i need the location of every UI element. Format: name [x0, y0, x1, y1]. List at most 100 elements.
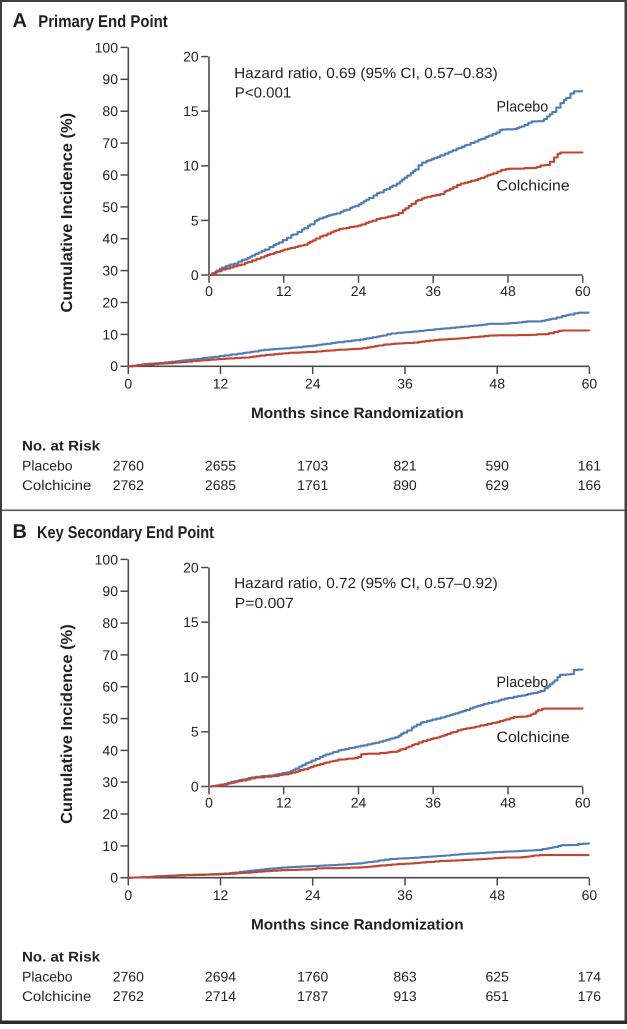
svg-text:15: 15 [183, 103, 199, 119]
svg-text:2762: 2762 [113, 477, 144, 493]
svg-text:Placebo: Placebo [497, 674, 549, 691]
svg-text:2762: 2762 [113, 988, 144, 1004]
svg-text:20: 20 [183, 559, 199, 575]
svg-text:15: 15 [183, 614, 199, 630]
svg-text:Colchicine: Colchicine [497, 729, 570, 746]
svg-text:10: 10 [183, 158, 199, 174]
svg-text:30: 30 [102, 774, 118, 790]
svg-text:0: 0 [191, 778, 199, 794]
svg-text:36: 36 [425, 795, 441, 811]
svg-text:24: 24 [351, 795, 367, 811]
svg-text:60: 60 [582, 376, 598, 392]
svg-text:30: 30 [102, 263, 118, 279]
svg-text:P<0.001: P<0.001 [235, 86, 291, 102]
svg-text:0: 0 [110, 870, 118, 886]
svg-text:12: 12 [276, 283, 292, 299]
svg-text:174: 174 [578, 969, 602, 985]
svg-text:48: 48 [500, 795, 516, 811]
svg-text:48: 48 [489, 376, 505, 392]
svg-text:0: 0 [124, 376, 132, 392]
svg-text:2685: 2685 [205, 477, 236, 493]
svg-text:1760: 1760 [297, 969, 328, 985]
svg-text:Cumulative Incidence (%): Cumulative Incidence (%) [59, 113, 76, 313]
svg-text:5: 5 [191, 724, 199, 740]
svg-text:90: 90 [102, 583, 118, 599]
svg-text:40: 40 [102, 742, 118, 758]
svg-text:Placebo: Placebo [22, 969, 73, 985]
svg-text:Colchicine: Colchicine [22, 988, 92, 1004]
svg-text:12: 12 [276, 795, 292, 811]
svg-text:176: 176 [578, 988, 602, 1004]
svg-text:166: 166 [578, 477, 602, 493]
svg-text:12: 12 [213, 376, 229, 392]
svg-text:161: 161 [578, 458, 602, 474]
svg-text:50: 50 [102, 711, 118, 727]
svg-text:863: 863 [393, 969, 417, 985]
svg-text:821: 821 [393, 458, 417, 474]
svg-text:60: 60 [102, 167, 118, 183]
svg-text:80: 80 [102, 615, 118, 631]
svg-text:48: 48 [489, 887, 505, 903]
svg-text:2760: 2760 [113, 458, 144, 474]
svg-text:0: 0 [124, 887, 132, 903]
svg-text:100: 100 [95, 551, 119, 567]
svg-text:913: 913 [393, 988, 417, 1004]
svg-text:10: 10 [183, 669, 199, 685]
svg-text:20: 20 [102, 294, 118, 310]
svg-text:70: 70 [102, 135, 118, 151]
svg-text:60: 60 [102, 679, 118, 695]
svg-text:Key Secondary End Point: Key Secondary End Point [37, 523, 214, 542]
svg-text:48: 48 [500, 283, 516, 299]
svg-text:24: 24 [305, 887, 321, 903]
svg-text:40: 40 [102, 231, 118, 247]
svg-text:651: 651 [486, 988, 510, 1004]
svg-text:Hazard ratio, 0.69 (95% CI, 0.: Hazard ratio, 0.69 (95% CI, 0.57–0.83) [234, 66, 498, 82]
svg-text:Primary End Point: Primary End Point [38, 12, 168, 31]
svg-text:60: 60 [575, 283, 591, 299]
svg-text:36: 36 [397, 376, 413, 392]
svg-text:0: 0 [110, 358, 118, 374]
svg-text:1761: 1761 [297, 477, 328, 493]
svg-text:1703: 1703 [297, 458, 328, 474]
svg-text:50: 50 [102, 199, 118, 215]
svg-text:890: 890 [393, 477, 417, 493]
svg-text:No. at Risk: No. at Risk [22, 437, 100, 453]
svg-text:B: B [13, 521, 27, 543]
svg-text:Months since Randomization: Months since Randomization [251, 405, 464, 422]
svg-text:90: 90 [102, 71, 118, 87]
svg-text:100: 100 [95, 39, 119, 55]
svg-text:2694: 2694 [205, 969, 236, 985]
svg-text:60: 60 [575, 795, 591, 811]
svg-text:590: 590 [486, 458, 510, 474]
svg-text:A: A [13, 10, 27, 32]
svg-text:Months since Randomization: Months since Randomization [251, 916, 464, 933]
svg-text:Hazard ratio, 0.72 (95% CI, 0.: Hazard ratio, 0.72 (95% CI, 0.57–0.92) [234, 576, 498, 592]
svg-text:2655: 2655 [205, 458, 236, 474]
svg-text:24: 24 [351, 283, 367, 299]
svg-text:Colchicine: Colchicine [22, 477, 92, 493]
svg-text:0: 0 [205, 283, 213, 299]
svg-text:36: 36 [397, 887, 413, 903]
svg-text:Placebo: Placebo [22, 458, 73, 474]
svg-text:70: 70 [102, 647, 118, 663]
svg-text:629: 629 [486, 477, 510, 493]
svg-text:Placebo: Placebo [497, 99, 549, 116]
svg-text:24: 24 [305, 376, 321, 392]
svg-text:12: 12 [213, 887, 229, 903]
svg-text:10: 10 [102, 838, 118, 854]
svg-text:Colchicine: Colchicine [497, 177, 570, 194]
svg-text:625: 625 [486, 969, 510, 985]
svg-text:80: 80 [102, 103, 118, 119]
svg-text:20: 20 [183, 49, 199, 65]
svg-text:Cumulative Incidence (%): Cumulative Incidence (%) [59, 624, 76, 824]
svg-text:5: 5 [191, 212, 199, 228]
svg-text:No. at Risk: No. at Risk [22, 948, 100, 964]
svg-text:P=0.007: P=0.007 [235, 596, 294, 612]
svg-text:1787: 1787 [297, 988, 328, 1004]
svg-text:0: 0 [191, 267, 199, 283]
svg-text:36: 36 [425, 283, 441, 299]
svg-text:0: 0 [205, 795, 213, 811]
svg-text:10: 10 [102, 326, 118, 342]
svg-text:2714: 2714 [205, 988, 236, 1004]
svg-text:60: 60 [582, 887, 598, 903]
